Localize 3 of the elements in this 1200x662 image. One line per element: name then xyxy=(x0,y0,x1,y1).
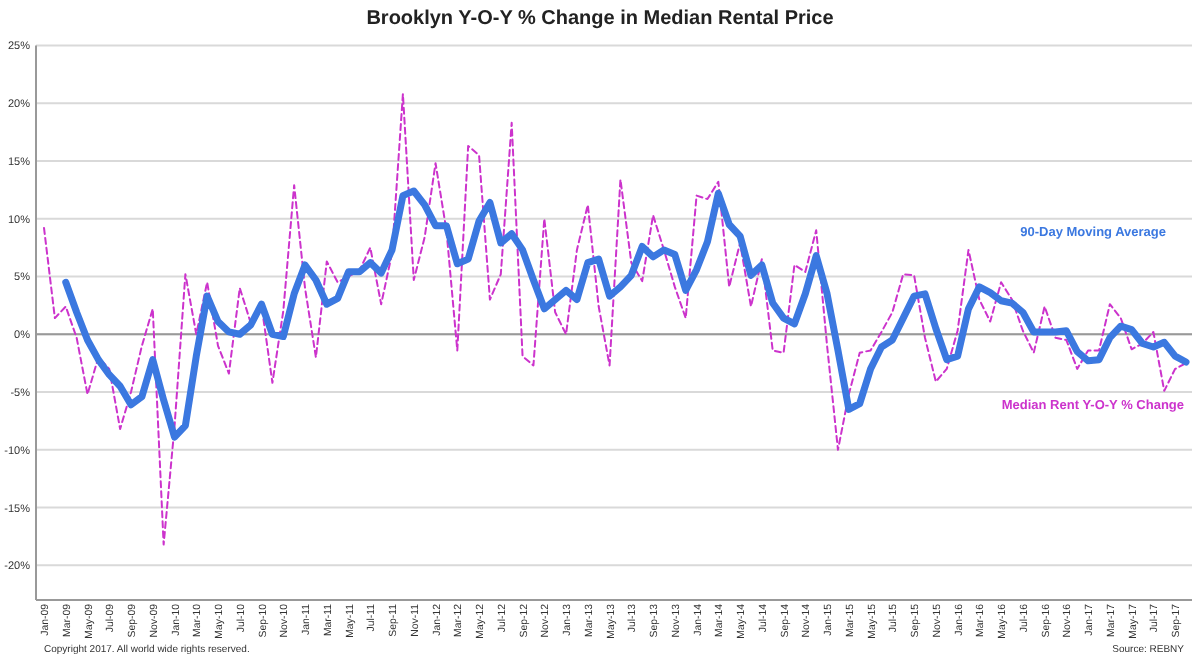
line-series xyxy=(43,92,1187,546)
chart-title: Brooklyn Y-O-Y % Change in Median Rental Price xyxy=(366,8,835,30)
line-series xyxy=(62,187,1190,441)
